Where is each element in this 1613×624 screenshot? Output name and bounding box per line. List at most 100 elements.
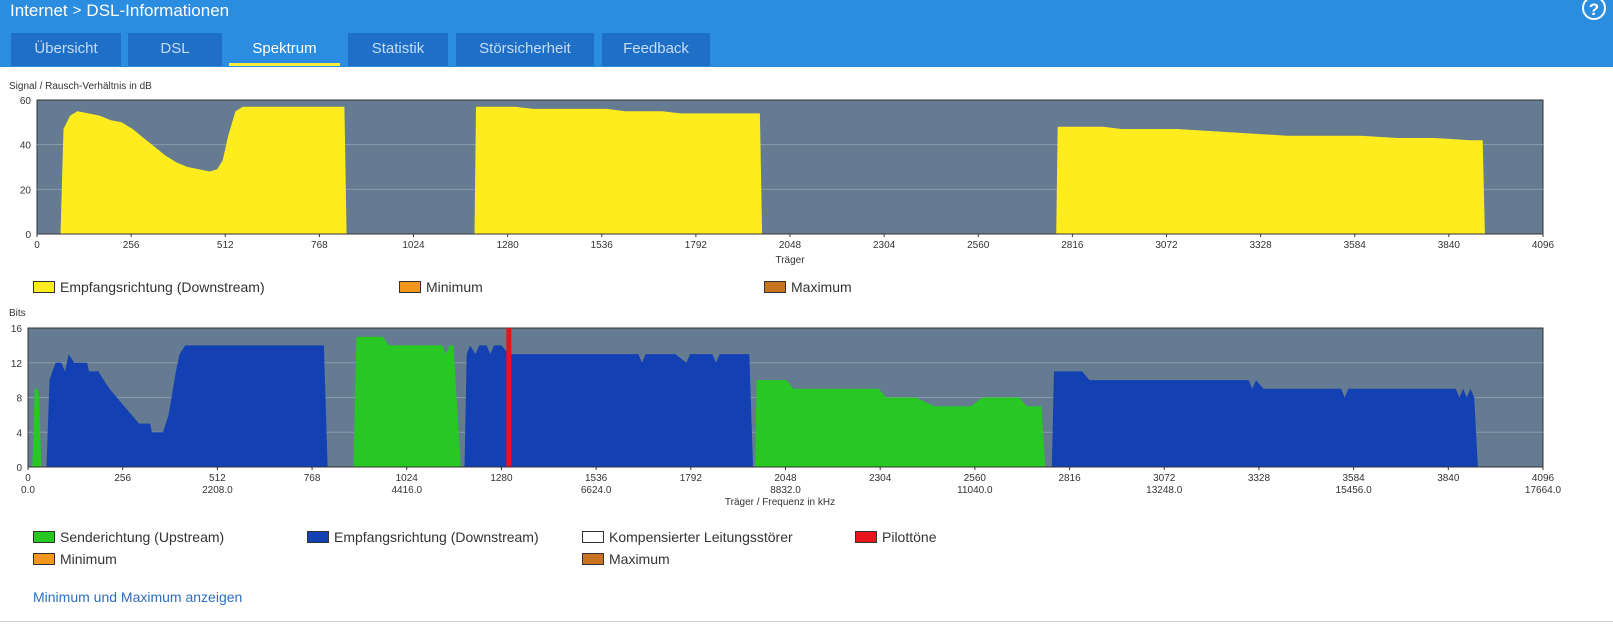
bits-series-downstream <box>1051 371 1478 467</box>
legend-swatch-bits-minimum <box>33 553 55 565</box>
bits-xtick-label: 1536 <box>585 473 608 484</box>
snr-xtick-label: 512 <box>217 240 234 251</box>
bits-ytick-label: 16 <box>11 324 23 335</box>
snr-ytick-label: 20 <box>20 185 32 196</box>
legend-item-compensated: Kompensierter Leitungsstörer <box>582 528 793 546</box>
help-icon[interactable]: ? <box>1582 0 1606 20</box>
legend-item-bits-minimum: Minimum <box>33 550 117 568</box>
bits-xtick-khz-label: 4416.0 <box>391 485 422 496</box>
bits-xtick-label: 512 <box>209 473 226 484</box>
snr-xtick-label: 256 <box>123 240 140 251</box>
bits-ytick-label: 4 <box>16 428 22 439</box>
tab-uebersicht[interactable]: Übersicht <box>11 33 121 66</box>
tab-spektrum[interactable]: Spektrum <box>229 33 340 66</box>
snr-xtick-label: 768 <box>311 240 328 251</box>
tab-dsl[interactable]: DSL <box>128 33 222 66</box>
legend-swatch-minimum <box>399 281 421 293</box>
tab-feedback[interactable]: Feedback <box>602 33 710 66</box>
tab-stoersicherheit[interactable]: Störsicherheit <box>456 33 594 66</box>
bits-ytick-label: 12 <box>11 359 23 370</box>
legend-item-downstream: Empfangsrichtung (Downstream) <box>33 278 265 296</box>
legend-item-pilot: Pilottöne <box>855 528 936 546</box>
legend-label-bits-maximum: Maximum <box>609 551 670 567</box>
legend-item-bits-maximum: Maximum <box>582 550 670 568</box>
legend-item-minimum: Minimum <box>399 278 483 296</box>
tab-statistik[interactable]: Statistik <box>348 33 448 66</box>
snr-xtick-label: 2816 <box>1061 240 1084 251</box>
bits-ytick-label: 0 <box>16 463 22 474</box>
show-minmax-link[interactable]: Minimum und Maximum anzeigen <box>33 589 243 605</box>
bits-xtick-khz-label: 13248.0 <box>1146 485 1183 496</box>
bits-series-downstream <box>46 345 328 467</box>
legend-label-compensated: Kompensierter Leitungsstörer <box>609 529 793 545</box>
bits-xtick-label: 2816 <box>1058 473 1081 484</box>
bits-xtick-label: 768 <box>304 473 321 484</box>
bits-series-upstream <box>353 336 461 467</box>
legend-swatch-maximum <box>764 281 786 293</box>
bits-xtick-khz-label: 2208.0 <box>202 485 233 496</box>
bits-xtick-label: 1024 <box>396 473 419 484</box>
bits-xtick-khz-label: 17664.0 <box>1525 485 1562 496</box>
bits-xtick-label: 1280 <box>490 473 513 484</box>
breadcrumb-separator-icon: > <box>72 2 82 19</box>
bits-xtick-khz-label: 8832.0 <box>770 485 801 496</box>
breadcrumb-parent[interactable]: Internet <box>10 1 68 20</box>
bits-xtick-label: 256 <box>114 473 131 484</box>
bits-xtick-label: 3328 <box>1248 473 1271 484</box>
snr-xtick-label: 1280 <box>497 240 520 251</box>
bits-chart-title: Bits <box>9 308 26 319</box>
bits-xtick-label: 4096 <box>1532 473 1555 484</box>
bottom-divider <box>0 621 1613 622</box>
legend-label-pilot: Pilottöne <box>882 529 937 545</box>
legend-item-maximum: Maximum <box>764 278 852 296</box>
snr-xtick-label: 0 <box>34 240 40 251</box>
snr-chart-title: Signal / Rausch-Verhältnis in dB <box>9 81 152 92</box>
snr-xtick-label: 1024 <box>402 240 425 251</box>
bits-xtick-label: 2048 <box>774 473 797 484</box>
snr-xlabel: Träger <box>775 255 805 266</box>
snr-xtick-label: 3072 <box>1155 240 1178 251</box>
bits-xtick-label: 3072 <box>1153 473 1176 484</box>
snr-ytick-label: 40 <box>20 141 32 152</box>
legend-swatch-upstream <box>33 531 55 543</box>
breadcrumb-current: DSL-Informationen <box>86 1 230 20</box>
header-bar: Internet > DSL-Informationen ? Übersicht… <box>0 0 1613 67</box>
snr-xtick-label: 2560 <box>967 240 990 251</box>
legend-swatch-compensated <box>582 531 604 543</box>
legend-label-minimum: Minimum <box>426 279 483 295</box>
bits-xtick-khz-label: 11040.0 <box>957 485 993 496</box>
legend-item-upstream: Senderichtung (Upstream) <box>33 528 224 546</box>
legend-swatch-pilot <box>855 531 877 543</box>
snr-xtick-label: 4096 <box>1532 240 1555 251</box>
snr-ytick-label: 60 <box>20 96 32 107</box>
legend-label-bits-minimum: Minimum <box>60 551 117 567</box>
snr-series-downstream <box>60 106 1485 234</box>
bits-xtick-label: 2304 <box>869 473 892 484</box>
legend-swatch-bits-maximum <box>582 553 604 565</box>
bits-xtick-khz-label: 6624.0 <box>581 485 612 496</box>
snr-xtick-label: 3328 <box>1250 240 1273 251</box>
snr-xtick-label: 3840 <box>1438 240 1461 251</box>
breadcrumb: Internet > DSL-Informationen <box>10 0 229 22</box>
snr-xtick-label: 3584 <box>1344 240 1367 251</box>
legend-label-bits-downstream: Empfangsrichtung (Downstream) <box>334 529 539 545</box>
legend-swatch-bits-downstream <box>307 531 329 543</box>
bits-series-upstream <box>32 388 42 467</box>
bits-xtick-label: 3840 <box>1437 473 1460 484</box>
bits-pilot-tone <box>506 328 512 467</box>
snr-xtick-label: 1536 <box>591 240 614 251</box>
legend-label-downstream: Empfangsrichtung (Downstream) <box>60 279 265 295</box>
legend-swatch-downstream <box>33 281 55 293</box>
bits-series-downstream <box>464 345 753 467</box>
legend-label-maximum: Maximum <box>791 279 852 295</box>
bits-series-upstream <box>755 380 1046 467</box>
bits-xtick-label: 1792 <box>680 473 703 484</box>
bits-xtick-label: 2560 <box>964 473 987 484</box>
bits-xtick-label: 0 <box>25 473 31 484</box>
snr-xtick-label: 2048 <box>779 240 802 251</box>
legend-label-upstream: Senderichtung (Upstream) <box>60 529 225 545</box>
snr-xtick-label: 2304 <box>873 240 896 251</box>
bits-xlabel: Träger / Frequenz in kHz <box>725 497 835 508</box>
legend-item-bits-downstream: Empfangsrichtung (Downstream) <box>307 528 539 546</box>
